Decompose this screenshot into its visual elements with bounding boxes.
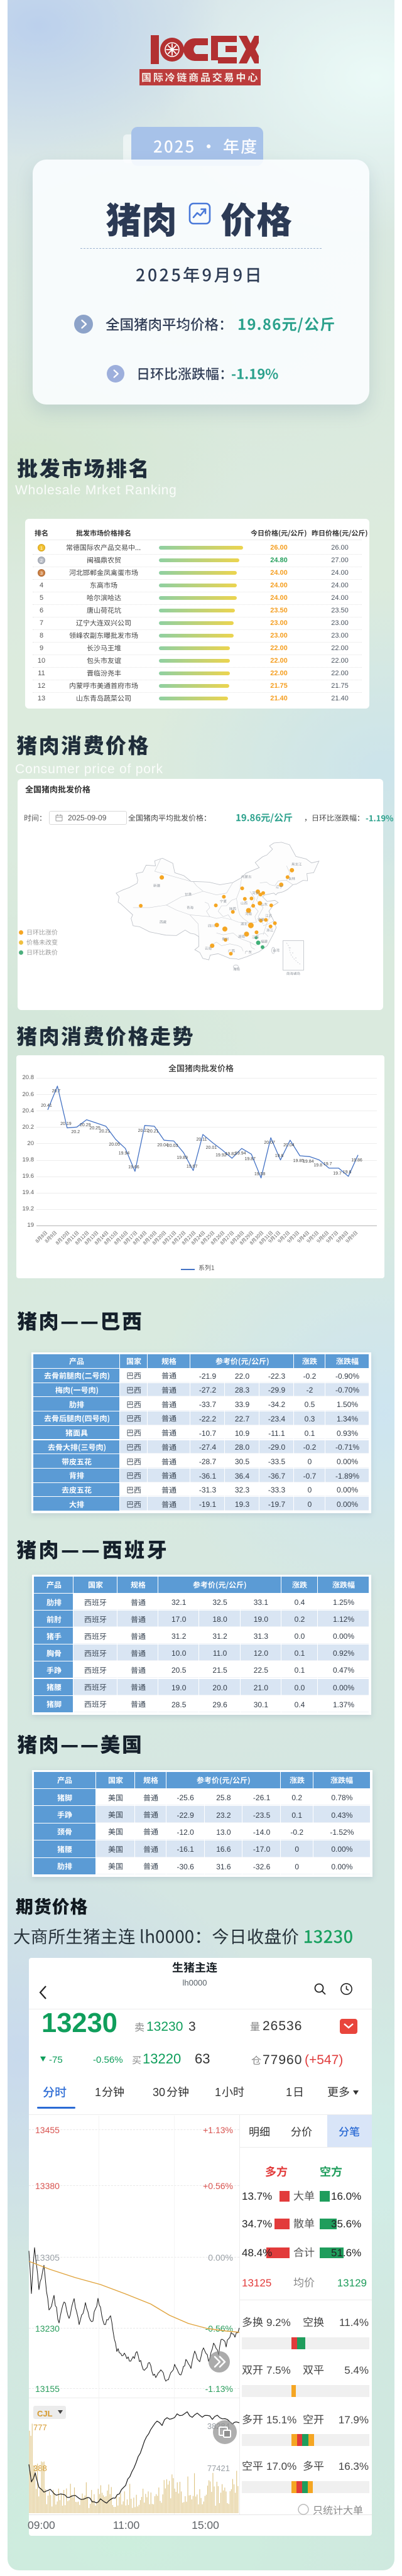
svg-text:1: 1	[40, 545, 43, 551]
svg-text:3: 3	[40, 570, 43, 576]
svg-text:2: 2	[40, 558, 43, 563]
